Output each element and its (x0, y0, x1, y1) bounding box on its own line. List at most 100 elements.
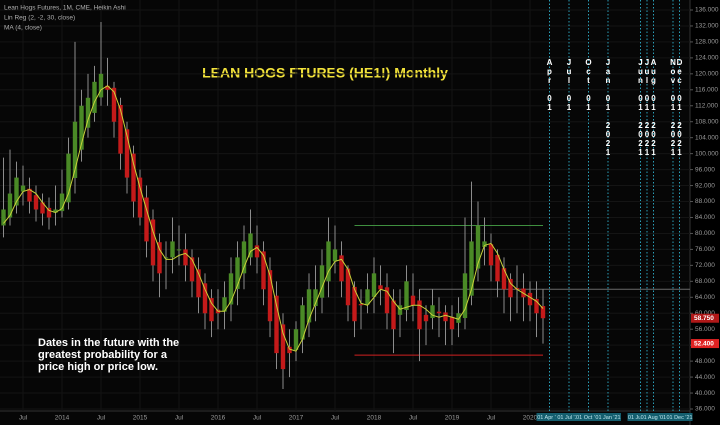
y-tick-label: 72.000 (695, 262, 715, 269)
y-tick-label: 116.000 (695, 87, 718, 94)
x-tick-label: 2016 (211, 415, 226, 422)
candle-body (339, 255, 344, 282)
candle-body (384, 287, 390, 314)
y-tick-label: 44.000 (695, 374, 715, 381)
y-tick-label: 132.000 (695, 23, 719, 30)
future-date-label: Oct 01 (584, 58, 593, 112)
price-tag (691, 339, 719, 349)
candle-body (306, 289, 312, 323)
y-tick-label: 120.000 (695, 71, 719, 78)
candle-body (40, 202, 45, 214)
candle-body (365, 289, 370, 305)
candle-body (241, 241, 247, 274)
x-tick-label: 2018 (367, 415, 382, 422)
candle-body (176, 249, 182, 251)
chart-title: LEAN HOGS FTURES (HE1!) Monthly (202, 65, 448, 81)
candle-body (300, 305, 305, 340)
candle-body (261, 251, 266, 290)
future-axis-tag (595, 413, 621, 421)
candle-body (228, 273, 234, 305)
candle-body (501, 268, 507, 290)
future-axis-tag (666, 413, 693, 421)
y-tick-label: 76.000 (695, 246, 715, 253)
future-axis-tag (536, 413, 563, 421)
x-tick-label: Jul (331, 415, 340, 422)
x-tick-label: Jul (253, 415, 262, 422)
y-tick-label: 128.000 (695, 39, 719, 46)
price-tag-label: 52.400 (694, 340, 714, 347)
candle-body (183, 249, 188, 266)
y-tick-label: 60.000 (695, 310, 715, 317)
y-tick-label: 100.000 (695, 150, 719, 157)
candle-body (488, 244, 494, 266)
candle-body (202, 283, 208, 314)
candle-body (287, 346, 292, 354)
candle-body (482, 241, 487, 248)
y-tick-label: 48.000 (695, 358, 715, 365)
future-axis-label: 01 Dec '21 (666, 415, 692, 421)
candle-body (430, 305, 435, 319)
candle-body (436, 311, 442, 314)
candle-body (358, 304, 364, 306)
candle-body (391, 300, 396, 330)
candle-body (79, 105, 84, 150)
candle-body (540, 306, 546, 319)
annotation: price high or price low. (38, 361, 158, 373)
candle-body (254, 245, 260, 258)
y-tick-label: 96.000 (695, 166, 715, 173)
x-tick-label: 2015 (133, 415, 148, 422)
candle-body (456, 313, 461, 323)
annotation: Dates in the future with the (38, 337, 179, 349)
candle-body (267, 270, 273, 322)
candle-body (170, 241, 175, 258)
candle-body (462, 273, 468, 319)
candle-body (495, 254, 500, 282)
candle-body (53, 209, 58, 213)
x-tick-label: 2019 (445, 415, 460, 422)
x-tick-label: Jul (97, 415, 106, 422)
candle-body (410, 295, 416, 306)
x-tick-label: 2017 (289, 415, 304, 422)
ma-line (3, 85, 544, 352)
candle-body (345, 268, 351, 306)
candle-body (534, 298, 539, 314)
candle-body (378, 285, 383, 290)
y-tick-label: 56.000 (695, 326, 715, 333)
future-axis-tag (575, 413, 602, 421)
candle-body (72, 121, 78, 178)
y-tick-label: 92.000 (695, 182, 715, 189)
candle-body (105, 85, 110, 90)
candle-body (7, 193, 13, 218)
annotation: greatest probability for a (38, 349, 168, 361)
future-axis-label: 01 Jan '21 (595, 415, 620, 421)
future-date-label: Jul 01 (564, 58, 574, 112)
candle-body (124, 129, 130, 178)
y-tick-label: 68.000 (695, 278, 715, 285)
future-axis-tag (556, 413, 582, 421)
header-label: Lean Hogs Futures, 1M, CME, Heikin Ashi (4, 5, 126, 12)
candle-body (475, 225, 481, 269)
future-axis-label: 01 Aug '21 (641, 415, 667, 421)
candle-body (209, 298, 214, 322)
candle-body (150, 219, 156, 266)
candle-body (293, 329, 299, 350)
candle-body (449, 316, 455, 330)
candle-body (157, 242, 162, 274)
y-tick-label: 136.000 (695, 7, 719, 14)
candle-body (527, 292, 533, 306)
header-label: Lin Reg (2, -2, 30, close) (4, 15, 75, 22)
y-tick-label: 124.000 (695, 55, 719, 62)
candle-body (397, 305, 403, 315)
future-date-label: Aug 01 2021 (649, 58, 658, 157)
candle-body (189, 257, 195, 282)
candle-body (417, 300, 422, 330)
candle-body (508, 278, 513, 298)
candle-body (196, 269, 201, 298)
candle-body (144, 197, 149, 242)
candle-body (131, 153, 136, 202)
candle-body (248, 233, 253, 258)
ma-legend: MA (4, close) (4, 25, 42, 32)
candle-body (33, 195, 39, 210)
future-axis-tag (640, 413, 667, 421)
